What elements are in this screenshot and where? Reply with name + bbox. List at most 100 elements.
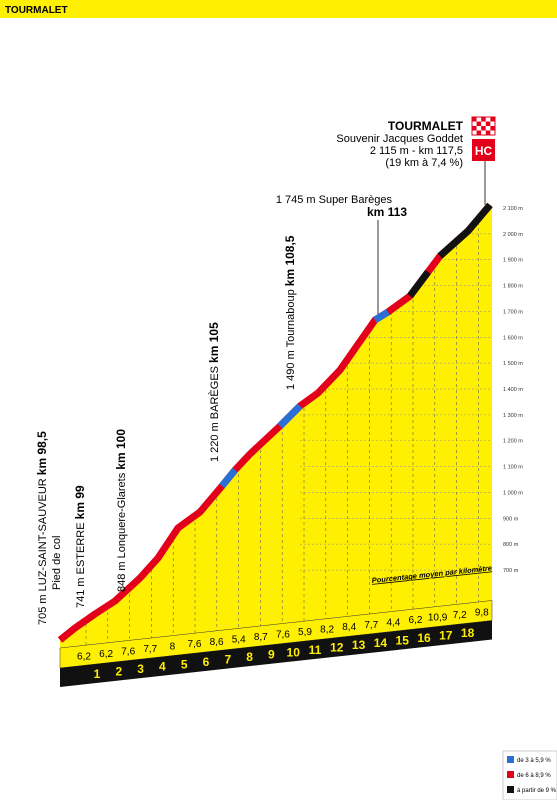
flag-cell <box>481 126 486 131</box>
flag-cell <box>485 130 491 135</box>
km-label: 9 <box>268 648 275 662</box>
km-label: 12 <box>330 641 344 655</box>
legend-label: à partir de 9 % <box>517 788 557 794</box>
altitude-label: 2 100 m <box>503 206 523 212</box>
waypoint: 1 745 m Super Barèges <box>276 194 393 206</box>
route-segment <box>407 269 431 299</box>
waypoint: 1 490 m Tournaboup km 108,5 <box>283 235 297 390</box>
route-segment <box>437 202 493 259</box>
gradient-label: 7,6 <box>121 646 135 657</box>
gradient-label: 5,9 <box>298 627 312 638</box>
km-label: 15 <box>396 633 410 647</box>
summit-name: TOURMALET <box>388 119 464 133</box>
gradient-label: 4,4 <box>386 617 400 628</box>
flag-cell <box>485 121 491 126</box>
gradient-label: 8,4 <box>342 622 356 633</box>
route-segment <box>373 309 390 323</box>
flag-cell <box>472 117 477 122</box>
gradient-label: 9,8 <box>475 608 489 619</box>
altitude-label: 800 m <box>503 542 519 548</box>
flag-cell <box>472 130 477 135</box>
summit-stats: (19 km à 7,4 %) <box>385 157 463 169</box>
flag-cell <box>476 130 482 135</box>
flag-cell <box>490 126 495 131</box>
km-label: 5 <box>181 657 188 671</box>
gradient-label: 7,2 <box>453 610 467 621</box>
flag-cell <box>481 121 486 126</box>
altitude-label: 1 800 m <box>503 284 523 290</box>
flag-cell <box>481 117 486 122</box>
altitude-label: 1 600 m <box>503 335 523 341</box>
km-label: 14 <box>374 636 388 650</box>
altitude-label: 900 m <box>503 516 519 522</box>
altitude-label: 2 000 m <box>503 232 523 238</box>
header-bar <box>0 0 557 18</box>
altitude-label: 1 900 m <box>503 258 523 264</box>
base-bottom <box>60 620 492 687</box>
legend-label: de 6 à 8,9 % <box>517 773 551 779</box>
km-label: 3 <box>137 662 144 676</box>
category-badge <box>472 139 495 161</box>
km-label: 16 <box>417 631 431 645</box>
gradient-label: 8,2 <box>320 625 334 636</box>
gradient-label: 8,6 <box>210 637 224 648</box>
flag-cell <box>490 121 495 126</box>
flag-cell <box>476 121 482 126</box>
flag-cell <box>472 121 477 126</box>
waypoint-note: Pied de col <box>51 536 63 590</box>
summit-dedication: Souvenir Jacques Goddet <box>336 133 463 145</box>
waypoint: 705 m LUZ-SAINT-SAUVEUR km 98,5 <box>35 431 49 625</box>
altitude-label: 1 200 m <box>503 439 523 445</box>
flag-border <box>471 116 496 136</box>
km-label: 7 <box>224 653 231 667</box>
checkered-flag <box>471 116 496 136</box>
legend-swatch <box>507 771 514 778</box>
flag-cell <box>490 117 495 122</box>
gradient-label: 8 <box>170 642 176 653</box>
route-segment <box>219 467 238 489</box>
altitude-label: 1 000 m <box>503 490 523 496</box>
km-label: 6 <box>203 655 210 669</box>
route-segment <box>277 403 303 429</box>
gradient-label: 8,7 <box>254 632 268 643</box>
waypoint: 1 220 m BARÈGES km 105 <box>207 322 221 462</box>
legend-swatch <box>507 786 514 793</box>
gradient-label: 7,6 <box>188 639 202 650</box>
km-label: 18 <box>461 626 475 640</box>
summit-detail: 2 115 m - km 117,5 <box>370 145 463 157</box>
flag-cell <box>476 126 482 131</box>
km-label: 13 <box>352 638 366 652</box>
flag-cell <box>472 126 477 131</box>
km-label: 17 <box>439 629 453 643</box>
gradient-label: 7,7 <box>364 620 378 631</box>
flag-cell <box>481 130 486 135</box>
legend-swatch <box>507 756 514 763</box>
category-label: HC <box>475 144 493 158</box>
legend-label: de 3 à 5,9 % <box>517 758 551 764</box>
km-label: 11 <box>309 643 322 657</box>
gradient-label: 7,6 <box>276 629 290 640</box>
header-title: TOURMALET <box>5 5 68 16</box>
gradient-label: 7,7 <box>143 644 157 655</box>
km-label: 1 <box>94 667 101 681</box>
flag-cell <box>476 117 482 122</box>
gradient-label: 6,2 <box>77 651 91 662</box>
gradient-label: 5,4 <box>232 634 246 645</box>
altitude-label: 1 300 m <box>503 413 523 419</box>
flag-cell <box>490 130 495 135</box>
waypoint-km: km 113 <box>367 205 407 219</box>
altitude-label: 1 400 m <box>503 387 523 393</box>
km-label: 2 <box>115 665 122 679</box>
gradient-label: 6,2 <box>99 649 113 660</box>
altitude-label: 1 100 m <box>503 465 523 471</box>
km-label: 10 <box>287 645 301 659</box>
altitude-label: 1 500 m <box>503 361 523 367</box>
altitude-label: 700 m <box>503 568 519 574</box>
altitude-label: 1 700 m <box>503 309 523 315</box>
km-label: 4 <box>159 660 166 674</box>
gradient-label: 10,9 <box>428 612 448 623</box>
waypoint: 741 m ESTERRE km 99 <box>73 485 87 608</box>
km-label: 8 <box>246 650 253 664</box>
flag-cell <box>485 126 491 131</box>
